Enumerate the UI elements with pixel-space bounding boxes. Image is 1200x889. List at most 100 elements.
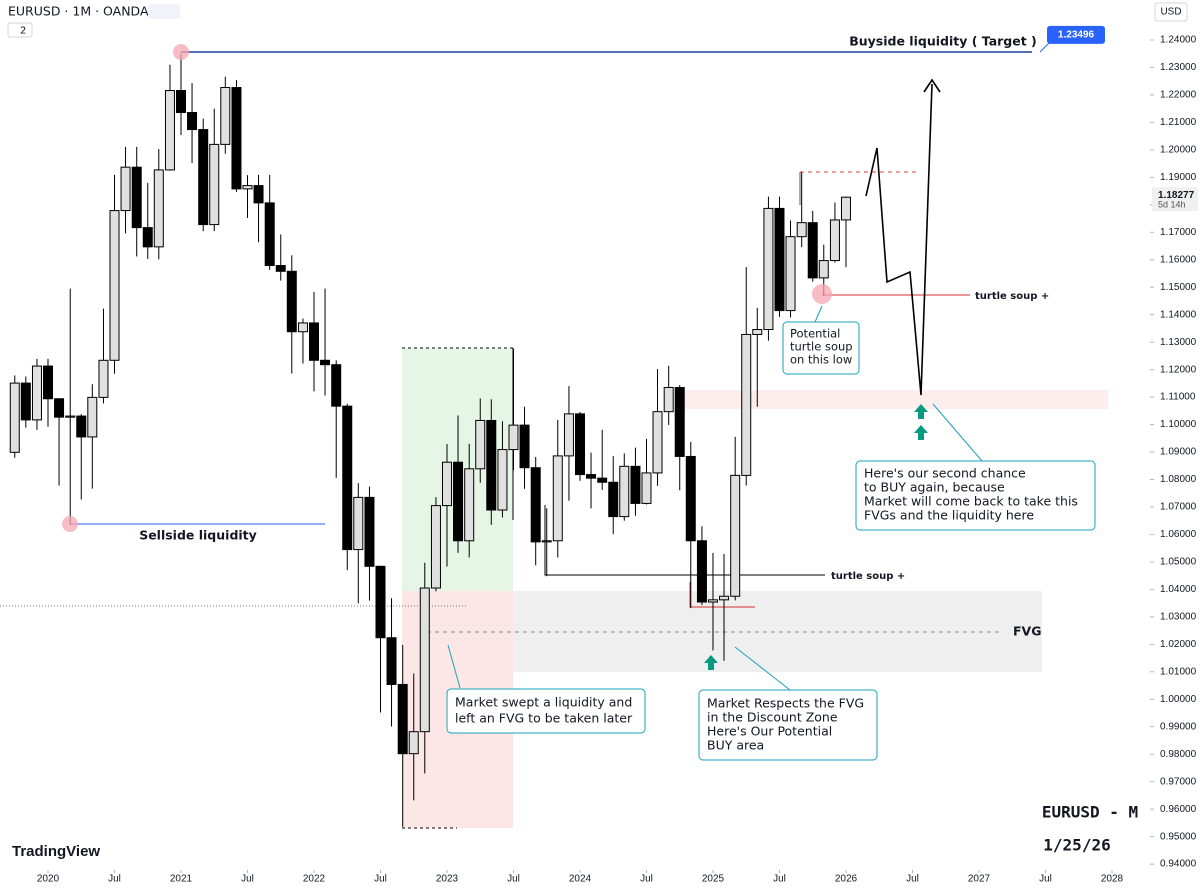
y-tick-label: 1.04000 — [1160, 584, 1197, 595]
watermark: EURUSD - M — [1042, 803, 1138, 822]
label: Buyside liquidity ( Target ) — [849, 34, 1037, 49]
x-tick-label: 2026 — [835, 874, 858, 885]
candle-body — [663, 386, 674, 413]
candle-body — [608, 481, 619, 518]
note: left an FVG to be taken later — [455, 711, 633, 726]
candle-body — [685, 455, 696, 542]
candle-body — [696, 540, 707, 603]
x-tick-label: Jul — [374, 874, 387, 885]
candle-body — [176, 90, 187, 114]
candle-body — [65, 415, 76, 418]
candle-body — [364, 496, 375, 567]
candle-body — [519, 424, 530, 469]
y-tick-label: 0.94000 — [1160, 859, 1197, 870]
candle-body — [76, 415, 87, 438]
y-tick-label: 1.11000 — [1160, 392, 1196, 403]
y-tick-label: 1.08000 — [1160, 474, 1197, 485]
countdown: 5d 14h — [1158, 200, 1186, 210]
y-tick-label: 1.23000 — [1160, 62, 1197, 73]
candle-body — [430, 505, 441, 589]
candle-body — [741, 333, 752, 476]
candle-body — [475, 419, 486, 470]
indicator-toggle[interactable] — [7, 22, 33, 38]
symbol-title[interactable]: EURUSD · 1M · OANDA — [8, 4, 149, 19]
callout-box — [698, 689, 878, 761]
marker — [812, 284, 832, 304]
callout-box — [855, 460, 1096, 531]
candle-body — [619, 465, 630, 518]
candle-body — [464, 468, 475, 542]
candle-body — [719, 595, 730, 601]
y-axis-bg — [1150, 0, 1200, 889]
candles — [9, 53, 851, 827]
candle-body — [164, 90, 175, 171]
candle-body — [198, 129, 209, 226]
x-tick-label: Jul — [241, 874, 254, 885]
red-line-lower — [689, 582, 755, 608]
candle-body — [408, 731, 419, 755]
y-tick-label: 0.98000 — [1160, 749, 1197, 760]
label: FVG — [1013, 624, 1041, 639]
y-tick-label: 1.20000 — [1160, 145, 1197, 156]
date-label: 1/25/26 — [1043, 836, 1110, 855]
candle-body — [9, 382, 20, 453]
candle-body — [785, 236, 796, 312]
arrow-head — [923, 78, 941, 93]
candle-body — [231, 87, 242, 190]
x-tick-label: 2027 — [968, 874, 991, 885]
candle-body — [54, 398, 65, 418]
candle-body — [530, 467, 541, 543]
marker — [173, 44, 189, 60]
callout-line — [932, 403, 984, 462]
candle-body — [508, 424, 519, 451]
fvg-zone — [513, 591, 1042, 672]
candle-body — [730, 474, 741, 597]
callout-line — [447, 644, 461, 689]
currency[interactable]: USD — [1160, 7, 1181, 18]
last-price: 1.18277 — [1158, 190, 1195, 201]
candle-body — [297, 322, 308, 333]
y-tick-label: 1.03000 — [1160, 612, 1197, 623]
candle-body — [275, 265, 286, 272]
y-tick-label: 0.95000 — [1160, 831, 1197, 842]
y-tick-label: 1.15000 — [1160, 282, 1197, 293]
candle-body — [220, 87, 231, 145]
note: to BUY again, because — [864, 480, 1005, 495]
x-tick-label: 2022 — [303, 874, 326, 885]
indicator-count[interactable]: 2 — [20, 26, 26, 37]
candle-body — [574, 413, 585, 476]
candle-body — [552, 455, 563, 542]
y-tick-label: 1.17000 — [1160, 227, 1197, 238]
brand: TradingView — [12, 843, 100, 860]
note: Market swept a liquidity and — [455, 695, 632, 710]
y-tick-label: 1.06000 — [1160, 529, 1197, 540]
candle-body — [419, 587, 430, 733]
candle-body — [87, 396, 98, 438]
label: Sellside liquidity — [139, 528, 257, 543]
x-tick-label: Jul — [773, 874, 786, 885]
candle-body — [597, 477, 608, 483]
y-tick-label: 1.22000 — [1160, 90, 1197, 101]
candle-body — [397, 683, 408, 755]
note: Here's our second chance — [864, 466, 1026, 481]
target-label: 1.23496 — [1058, 29, 1095, 40]
candle-body — [707, 599, 718, 603]
y-tick-label: 0.99000 — [1160, 721, 1197, 732]
candle-body — [320, 359, 331, 366]
callout-line — [814, 305, 830, 323]
x-tick-label: Jul — [1039, 874, 1052, 885]
x-axis-bg — [0, 870, 1200, 889]
marker — [62, 516, 78, 532]
turtle-line-lower — [544, 505, 825, 576]
y-tick-label: 1.10000 — [1160, 419, 1197, 430]
candle-body — [652, 411, 663, 474]
candle-body — [353, 496, 364, 551]
candle-body — [840, 196, 851, 221]
currency-box[interactable] — [1154, 2, 1188, 22]
candle-body — [375, 565, 386, 639]
candle-body — [209, 143, 220, 226]
candle-body — [120, 166, 131, 212]
callout-box — [782, 321, 860, 375]
projection-path — [865, 83, 933, 396]
candle-body — [563, 413, 574, 457]
